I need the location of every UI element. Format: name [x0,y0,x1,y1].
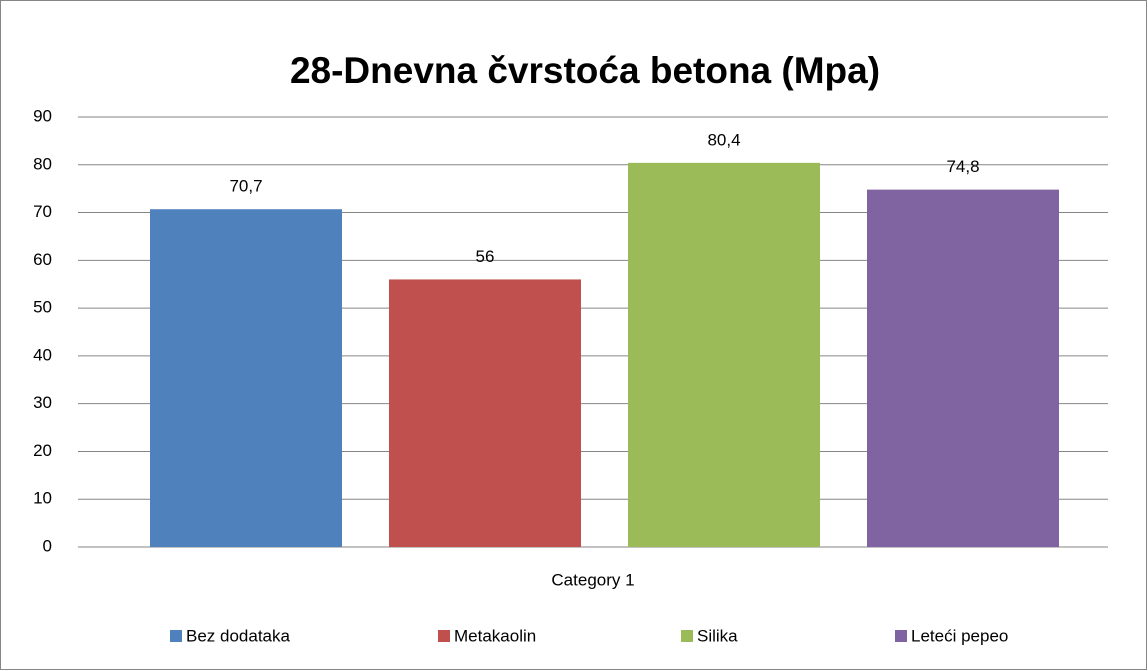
legend-swatch [170,630,182,642]
bar [150,209,342,547]
bar [628,162,820,547]
legend-label: Metakaolin [454,626,536,645]
x-tick-label: Category 1 [551,570,634,589]
legend-swatch [681,630,693,642]
legend-label: Bez dodataka [186,626,291,645]
y-tick-label: 40 [33,345,52,364]
legend-label: Leteći pepeo [911,626,1008,645]
y-tick-label: 80 [33,154,52,173]
bar [867,189,1059,547]
y-tick-label: 30 [33,393,52,412]
y-tick-label: 10 [33,489,52,508]
data-label: 80,4 [707,130,740,149]
bar [389,279,581,547]
y-tick-label: 20 [33,441,52,460]
y-tick-label: 90 [33,106,52,125]
data-label: 56 [476,247,495,266]
chart-title: 28-Dnevna čvrstoća betona (Mpa) [290,50,880,91]
y-tick-label: 60 [33,250,52,269]
data-label: 70,7 [229,177,262,196]
y-tick-label: 0 [43,536,52,555]
legend-swatch [438,630,450,642]
legend-swatch [895,630,907,642]
y-tick-label: 50 [33,298,52,317]
legend-label: Silika [697,626,738,645]
y-tick-label: 70 [33,202,52,221]
data-label: 74,8 [946,157,979,176]
